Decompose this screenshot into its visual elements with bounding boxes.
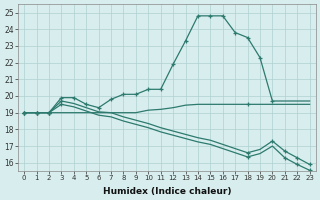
X-axis label: Humidex (Indice chaleur): Humidex (Indice chaleur) bbox=[103, 187, 231, 196]
